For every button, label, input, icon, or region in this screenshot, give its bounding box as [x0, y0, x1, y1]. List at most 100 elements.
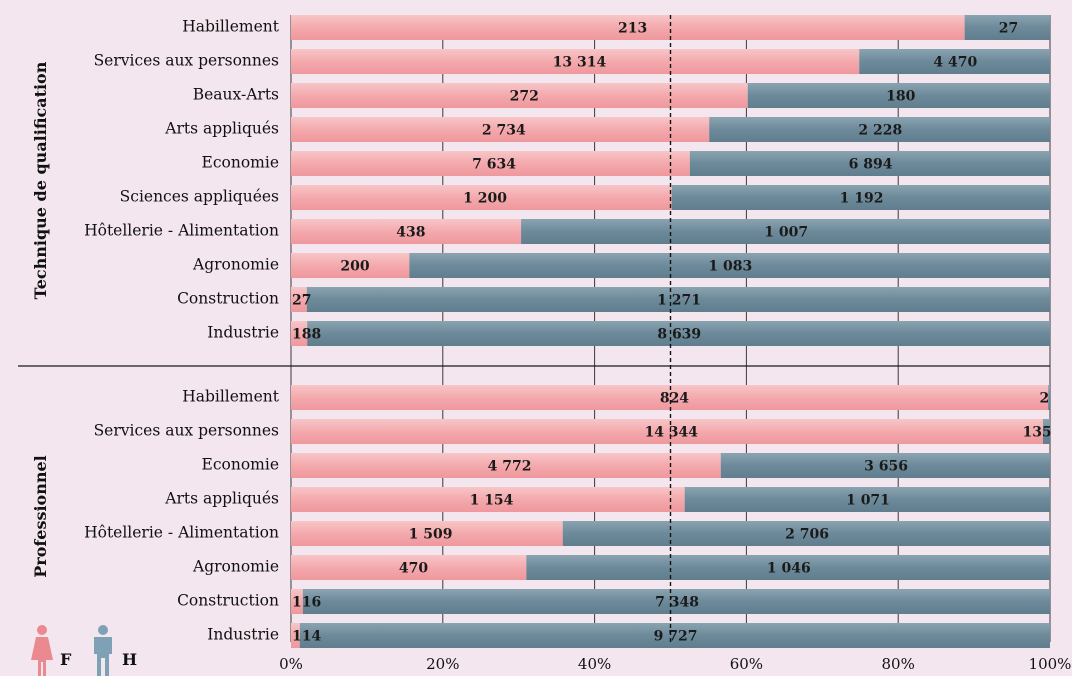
value-label-female: 438: [396, 225, 425, 241]
x-tick-label: 0%: [279, 655, 303, 673]
bar-male: [671, 185, 1050, 210]
value-label-male: 2 228: [858, 123, 902, 139]
x-tick-label: 60%: [730, 655, 763, 673]
value-label-male: 1 271: [657, 293, 701, 309]
value-label-male: 180: [886, 89, 915, 105]
bar-male: [306, 287, 1050, 312]
bar-male: [709, 117, 1050, 142]
category-label: Construction: [177, 290, 279, 308]
category-label: Construction: [177, 592, 279, 610]
bar-male: [302, 589, 1051, 614]
x-axis-ticks: 0% 20% 40% 60% 80% 100%: [279, 655, 1071, 673]
category-label: Economie: [202, 154, 279, 172]
legend-label-h: H: [122, 650, 137, 669]
value-label-female: 272: [510, 89, 539, 105]
category-label: Agronomie: [192, 256, 279, 274]
value-label-female: 4 772: [488, 459, 532, 475]
category-label: Hôtellerie - Alimentation: [84, 222, 279, 240]
value-label-female: 1 200: [463, 191, 507, 207]
category-label: Industrie: [207, 324, 279, 342]
category-label: Agronomie: [192, 558, 279, 576]
bars-layer: [291, 15, 1051, 648]
bar-female: [291, 117, 710, 142]
group-label: Technique de qualification: [31, 61, 50, 299]
bar-male: [307, 321, 1050, 346]
value-label-female: 2 734: [482, 123, 526, 139]
bar-female: [291, 49, 860, 74]
value-label-female: 114: [292, 629, 321, 645]
bar-female: [291, 219, 522, 244]
bar-female: [291, 419, 1043, 444]
bar-male: [964, 15, 1050, 40]
category-label: Arts appliqués: [164, 490, 279, 508]
value-label-male: 1 046: [767, 561, 811, 577]
bar-male: [689, 151, 1050, 176]
category-label: Industrie: [207, 626, 279, 644]
value-label-female: 470: [399, 561, 428, 577]
bar-female: [291, 287, 307, 312]
bar-male: [684, 487, 1050, 512]
bar-male: [747, 83, 1050, 108]
bar-male: [526, 555, 1050, 580]
value-label-male: 1 083: [708, 259, 752, 275]
legend: F H: [31, 625, 137, 676]
bar-female: [291, 521, 563, 546]
labels-layer: Habillement 213 27 Services aux personnes 13…: [84, 15, 1052, 645]
category-label: Beaux-Arts: [193, 86, 279, 104]
value-label-female: 824: [660, 391, 689, 407]
value-label-female: 14 344: [644, 425, 698, 441]
bar-female: [291, 589, 303, 614]
bar-male: [299, 623, 1051, 648]
bar-male: [562, 521, 1050, 546]
bar-female: [291, 385, 1049, 410]
female-icon: [31, 625, 53, 676]
bar-female: [291, 623, 300, 648]
value-label-male: 4 470: [933, 55, 977, 71]
value-label-male: 6 894: [849, 157, 893, 173]
value-label-male: 27: [999, 21, 1018, 37]
x-tick-label: 80%: [882, 655, 915, 673]
category-label: Hôtellerie - Alimentation: [84, 524, 279, 542]
value-label-female: 1 154: [470, 493, 514, 509]
bar-female: [291, 253, 410, 278]
x-tick-label: 40%: [578, 655, 611, 673]
bar-female: [291, 151, 690, 176]
bar-female: [291, 453, 721, 478]
bar-female: [291, 185, 672, 210]
male-icon: [94, 625, 112, 676]
x-tick-label: 20%: [426, 655, 459, 673]
bar-male: [859, 49, 1050, 74]
bar-male: [1042, 419, 1050, 444]
value-label-male: 1 007: [764, 225, 808, 241]
bar-male: [409, 253, 1051, 278]
value-label-female: 116: [292, 595, 321, 611]
value-label-male: 2: [1040, 391, 1050, 407]
category-label: Habillement: [182, 388, 280, 406]
value-label-male: 7 348: [655, 595, 699, 611]
value-label-male: 1 192: [840, 191, 884, 207]
value-label-male: 135: [1023, 425, 1052, 441]
value-label-male: 8 639: [657, 327, 701, 343]
bar-male: [1048, 385, 1050, 410]
value-label-female: 213: [618, 21, 647, 37]
category-label: Economie: [202, 456, 279, 474]
bar-female: [291, 555, 527, 580]
value-label-female: 200: [340, 259, 369, 275]
legend-label-f: F: [60, 650, 72, 669]
value-label-male: 1 071: [846, 493, 890, 509]
x-tick-label: 100%: [1029, 655, 1072, 673]
value-label-female: 13 314: [553, 55, 607, 71]
category-label: Services aux personnes: [94, 52, 279, 70]
value-label-female: 27: [292, 293, 311, 309]
category-label: Sciences appliquées: [120, 188, 279, 206]
bar-male: [521, 219, 1050, 244]
value-label-male: 9 727: [654, 629, 698, 645]
value-label-female: 1 509: [409, 527, 453, 543]
bar-male: [720, 453, 1050, 478]
bar-female: [291, 83, 748, 108]
bar-female: [291, 15, 965, 40]
category-label: Services aux personnes: [94, 422, 279, 440]
category-label: Habillement: [182, 18, 280, 36]
category-label: Arts appliqués: [164, 120, 279, 138]
